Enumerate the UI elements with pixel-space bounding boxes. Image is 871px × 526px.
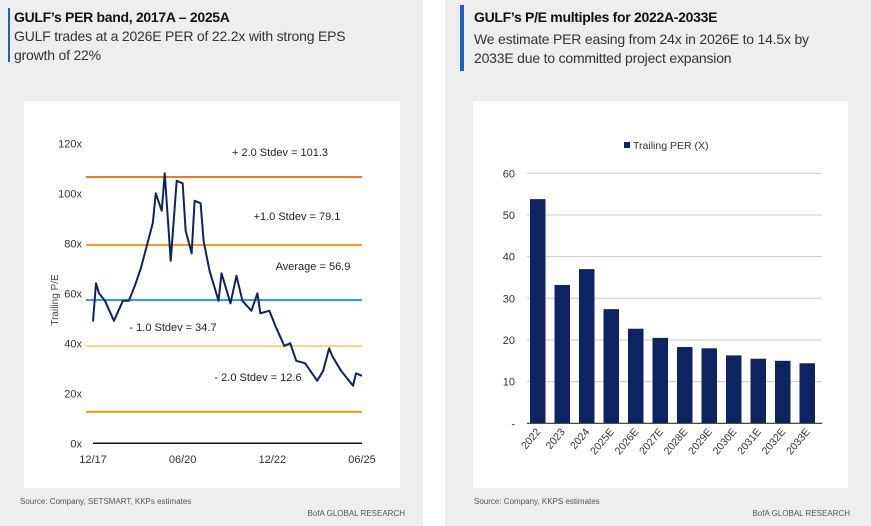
x-tick-label: 06/20 (169, 454, 197, 466)
x-tick-label: 12/17 (79, 454, 107, 466)
y-axis-title: Trailing P/E (50, 274, 61, 326)
y-tick-label: 0x (70, 438, 82, 450)
left-accent-bar (8, 8, 10, 62)
y-tick-label: 80x (64, 238, 82, 250)
y-tick-label: 20 (503, 335, 515, 347)
y-tick-label: - (511, 418, 515, 430)
right-brand: BofA GLOBAL RESEARCH (752, 509, 850, 518)
y-tick-label: 40x (64, 338, 82, 350)
x-tick-label: 2032E (760, 426, 789, 457)
band-label: Average = 56.9 (276, 261, 351, 273)
left-brand: BofA GLOBAL RESEARCH (307, 509, 405, 518)
y-tick-label: 60x (64, 288, 82, 300)
right-accent-bar (460, 5, 464, 71)
legend-label: Trailing PER (X) (633, 140, 708, 152)
bar-2022 (530, 199, 546, 424)
y-tick-label: 40 (503, 252, 515, 264)
x-tick-label: 12/22 (259, 454, 287, 466)
bar-2026E (628, 328, 644, 424)
left-chart-card (24, 101, 400, 488)
right-title: GULF’s P/E multiples for 2022A-2033E (474, 9, 718, 25)
y-tick-label: 60 (503, 168, 515, 180)
left-subtitle: GULF trades at a 2026E PER of 22.2x with… (14, 28, 346, 63)
bar-2025E (603, 309, 619, 424)
band-label: - 2.0 Stdev = 12.6 (214, 372, 301, 384)
x-tick-label: 2026E (613, 426, 642, 457)
x-tick-label: 06/25 (348, 454, 376, 466)
x-tick-label: 2027E (637, 426, 666, 457)
band-label: + 2.0 Stdev = 101.3 (232, 147, 328, 159)
y-tick-label: 10 (503, 377, 515, 389)
bar-2029E (701, 348, 717, 424)
bar-2030E (726, 355, 742, 424)
right-subtitle: We estimate PER easing from 24x in 2026E… (474, 31, 809, 66)
bar-2033E (799, 363, 815, 424)
x-tick-label: 2025E (588, 426, 617, 457)
bar-2024 (579, 269, 595, 424)
x-tick-label: 2030E (711, 426, 740, 457)
x-tick-label: 2031E (735, 426, 764, 457)
band-label: +1.0 Stdev = 79.1 (254, 211, 341, 223)
bar-2027E (652, 337, 668, 424)
bar-2032E (775, 360, 791, 424)
bar-2023 (554, 284, 570, 424)
band-label: - 1.0 Stdev = 34.7 (129, 322, 216, 334)
legend-swatch (624, 142, 630, 148)
x-tick-label: 2033E (784, 426, 813, 457)
y-tick-label: 100x (58, 188, 82, 200)
bar-2028E (677, 347, 693, 424)
left-title: GULF’s PER band, 2017A – 2025A (14, 9, 230, 25)
x-tick-label: 2022 (519, 426, 543, 452)
x-tick-label: 2029E (686, 426, 715, 457)
right-source: Source: Company, KKPS estimates (474, 497, 600, 506)
per-series-line (92, 172, 363, 387)
y-tick-label: 120x (58, 138, 82, 150)
y-tick-label: 30 (503, 293, 515, 305)
y-tick-label: 20x (64, 388, 82, 400)
x-tick-label: 2023 (544, 426, 568, 452)
bar-2031E (750, 358, 766, 424)
y-tick-label: 50 (503, 210, 515, 222)
left-source: Source: Company, SETSMART, KKPs estimate… (20, 497, 192, 506)
x-tick-label: 2028E (662, 426, 691, 457)
